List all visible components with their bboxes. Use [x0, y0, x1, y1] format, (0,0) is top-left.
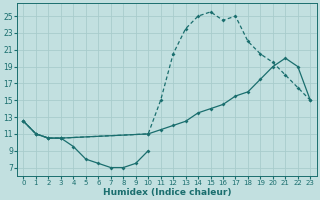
X-axis label: Humidex (Indice chaleur): Humidex (Indice chaleur) [103, 188, 231, 197]
